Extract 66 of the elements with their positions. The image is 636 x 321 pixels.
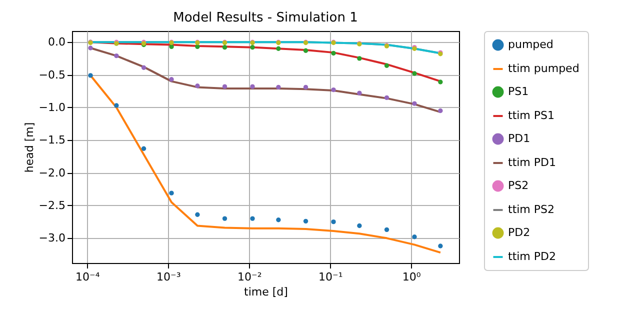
legend-label: ttim PS1 xyxy=(508,109,555,122)
legend-label: ttim pumped xyxy=(508,62,580,75)
point xyxy=(250,216,255,221)
point xyxy=(331,50,336,56)
point xyxy=(384,95,390,100)
y-tick-label: −1.5 xyxy=(38,134,66,147)
point xyxy=(250,84,255,89)
point xyxy=(169,44,174,50)
chart-title: Model Results - Simulation 1 xyxy=(173,10,358,26)
point xyxy=(412,234,417,240)
point xyxy=(384,227,390,232)
point xyxy=(250,45,255,50)
point xyxy=(438,108,443,114)
legend-label: pumped xyxy=(508,38,554,51)
point xyxy=(303,48,308,53)
point xyxy=(438,80,443,84)
y-tick-label: −0.5 xyxy=(38,68,66,82)
x-tick-label: 10⁻¹ xyxy=(318,270,343,284)
point xyxy=(222,84,228,89)
y-axis-title: head [m] xyxy=(22,122,36,173)
legend-label: ttim PD2 xyxy=(508,250,556,263)
point xyxy=(357,90,362,96)
legend-label: PD1 xyxy=(508,132,530,145)
legend-label: ttim PS2 xyxy=(508,203,555,216)
y-tick-label: −3.0 xyxy=(38,232,66,245)
point xyxy=(303,84,308,90)
point xyxy=(276,46,281,51)
x-axis-title: time [d] xyxy=(244,286,288,298)
point xyxy=(169,77,174,82)
point xyxy=(276,84,281,90)
point xyxy=(222,216,228,221)
point xyxy=(88,73,93,78)
x-tick-label: 10⁻⁴ xyxy=(76,270,100,284)
y-tick-label: −2.5 xyxy=(38,198,66,212)
x-tick-label: 10⁻³ xyxy=(156,270,181,284)
point xyxy=(141,146,146,151)
point xyxy=(195,44,200,50)
point xyxy=(88,46,93,50)
x-tick-label: 10⁻² xyxy=(238,270,262,284)
x-tick-label: 10⁰ xyxy=(402,270,422,284)
point xyxy=(331,87,336,92)
legend-label: PS2 xyxy=(508,179,529,192)
y-tick-label: −2.0 xyxy=(38,166,66,180)
point xyxy=(169,190,174,196)
point xyxy=(357,56,362,61)
point xyxy=(384,63,390,68)
legend-label: PS1 xyxy=(508,85,529,98)
point xyxy=(114,103,119,108)
point xyxy=(222,45,228,50)
line-series xyxy=(90,74,442,254)
point xyxy=(357,223,362,228)
y-tick-label: 0.0 xyxy=(48,36,66,49)
point xyxy=(438,244,443,248)
point xyxy=(141,65,146,70)
point xyxy=(195,84,200,88)
point xyxy=(195,212,200,217)
point xyxy=(303,218,308,224)
y-tick-label: −1.0 xyxy=(38,100,66,114)
point xyxy=(412,101,417,106)
legend-label: PD2 xyxy=(508,226,530,239)
point xyxy=(276,218,281,222)
legend-label: ttim PD1 xyxy=(508,156,556,169)
point xyxy=(412,71,417,76)
point xyxy=(331,219,336,224)
line-series xyxy=(90,46,442,114)
point xyxy=(114,53,119,58)
